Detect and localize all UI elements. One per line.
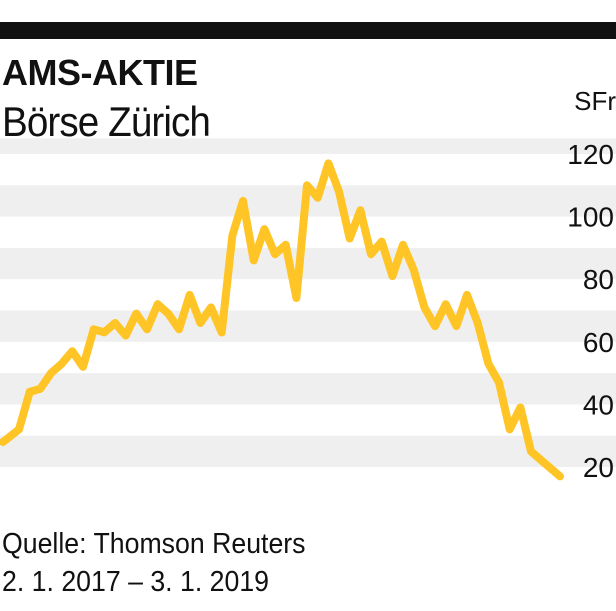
y-tick-label: 120 bbox=[567, 139, 614, 170]
grid-band bbox=[0, 247, 616, 280]
chart-subtitle: Börse Zürich bbox=[2, 98, 211, 145]
date-range: 2. 1. 2017 – 3. 1. 2019 bbox=[2, 566, 270, 598]
series-line bbox=[0, 159, 564, 481]
y-tick-label: 20 bbox=[583, 452, 614, 483]
y-tick-label: 80 bbox=[583, 264, 614, 295]
grid-band bbox=[0, 310, 616, 342]
y-tick-label: 60 bbox=[583, 327, 614, 358]
grid-band bbox=[0, 435, 616, 467]
y-tick-label: 100 bbox=[567, 202, 614, 233]
series-group bbox=[0, 159, 564, 481]
source-note: Quelle: Thomson Reuters bbox=[2, 528, 306, 560]
y-tick-labels: 20 40 60 80 100 120 bbox=[567, 139, 614, 483]
grid-band bbox=[0, 138, 616, 154]
top-bar bbox=[0, 22, 616, 39]
grid-band bbox=[0, 373, 616, 405]
y-axis-unit: SFr bbox=[574, 86, 616, 116]
y-tick-label: 40 bbox=[583, 389, 614, 420]
chart-title: AMS-AKTIE bbox=[2, 52, 198, 93]
